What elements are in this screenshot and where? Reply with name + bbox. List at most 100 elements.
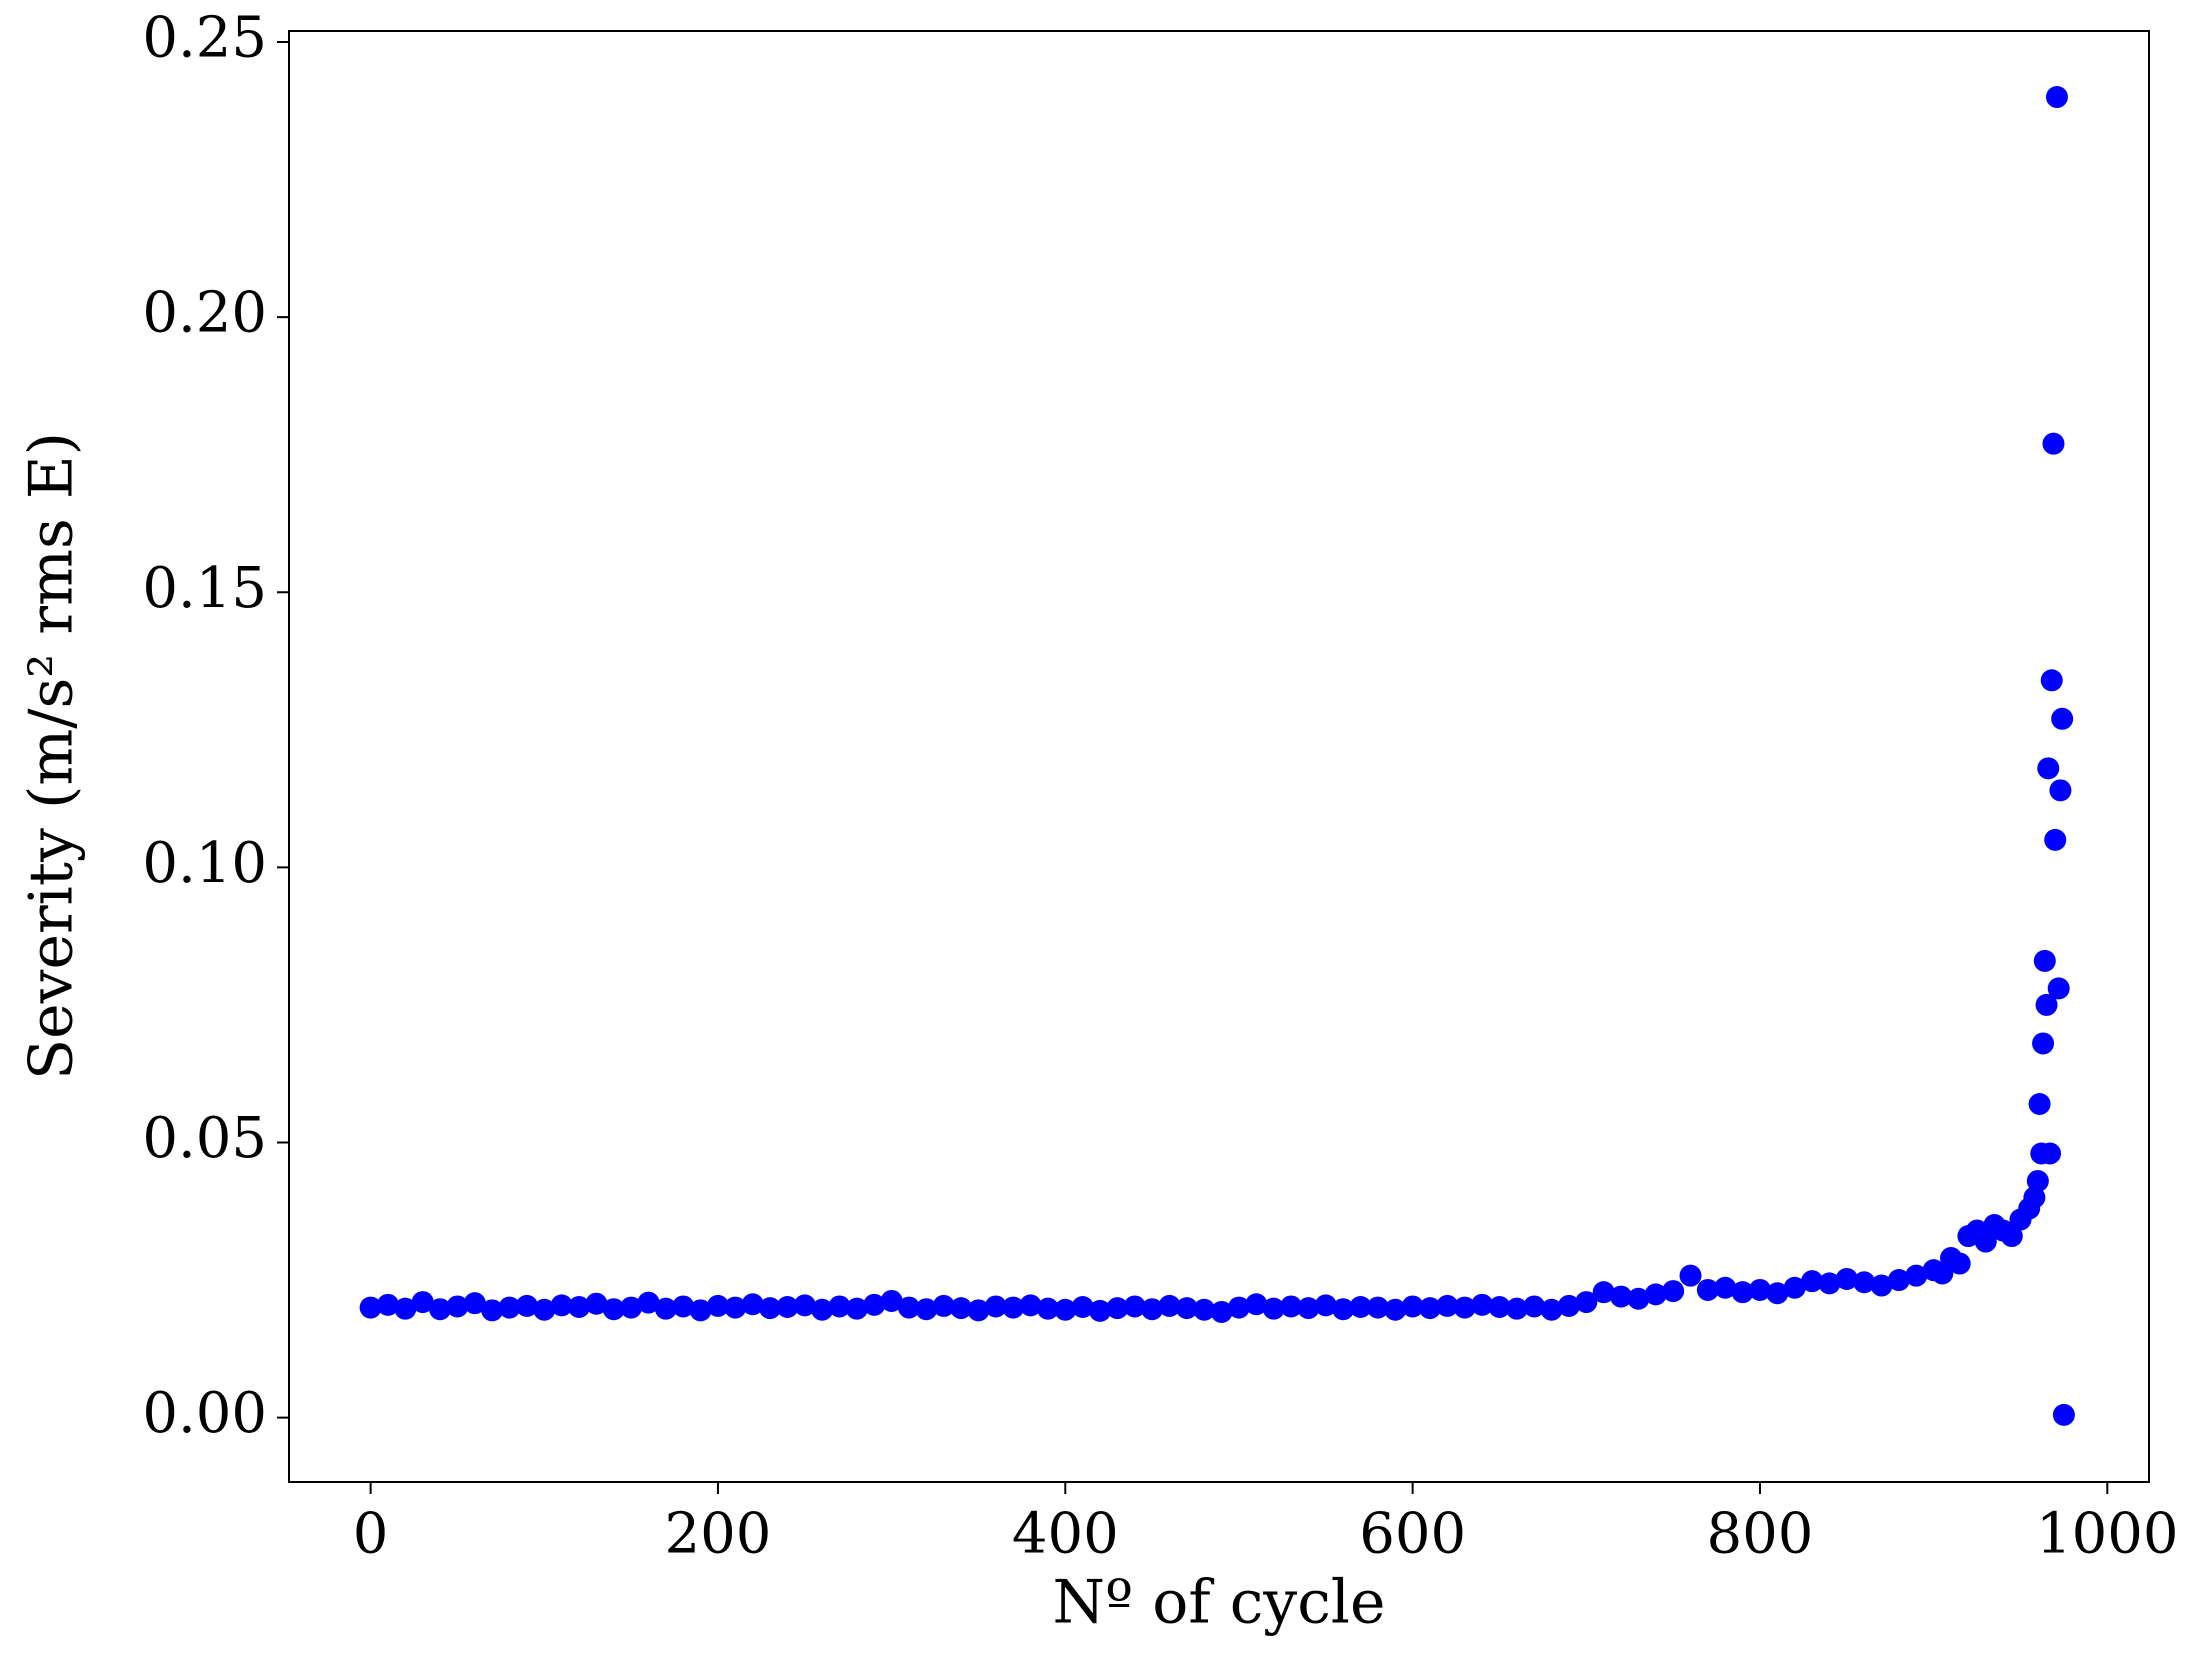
- point: [1488, 1296, 1511, 1319]
- point: [1141, 1298, 1164, 1321]
- point: [394, 1297, 417, 1320]
- point: [2000, 1225, 2023, 1248]
- x-axis-label: Nº of cycle: [1053, 1568, 1386, 1638]
- point: [1714, 1276, 1737, 1299]
- point: [1696, 1278, 1719, 1301]
- point: [1748, 1278, 1771, 1301]
- point: [2044, 828, 2067, 851]
- point: [463, 1292, 486, 1315]
- point: [2035, 993, 2058, 1016]
- point: [898, 1296, 920, 1319]
- point: [2028, 1092, 2051, 1115]
- point: [1401, 1295, 1424, 1318]
- point: [1662, 1280, 1685, 1303]
- point: [2045, 86, 2068, 109]
- point: [1835, 1267, 1858, 1290]
- point: [429, 1298, 452, 1321]
- x-tick-label: 400: [1012, 1502, 1119, 1567]
- point: [811, 1298, 834, 1321]
- point: [689, 1299, 712, 1322]
- point: [1505, 1297, 1528, 1320]
- point: [1106, 1297, 1129, 1320]
- point: [637, 1291, 660, 1314]
- point: [359, 1296, 382, 1319]
- point: [932, 1294, 955, 1317]
- point: [498, 1296, 521, 1319]
- point: [1002, 1296, 1025, 1319]
- y-axis-label: Severity (m/s² rms E): [17, 432, 87, 1080]
- point: [1245, 1293, 1268, 1316]
- point: [1210, 1300, 1233, 1323]
- point: [585, 1292, 608, 1315]
- point: [1436, 1294, 1459, 1317]
- y-tick-label: 0.10: [142, 831, 267, 896]
- point: [1575, 1291, 1598, 1314]
- point: [568, 1296, 591, 1319]
- point: [2052, 1403, 2075, 1426]
- y-tick-label: 0.20: [142, 281, 267, 346]
- point: [1019, 1294, 1042, 1317]
- point: [915, 1298, 938, 1321]
- point: [950, 1297, 973, 1320]
- point: [1089, 1299, 1112, 1322]
- point: [984, 1295, 1007, 1318]
- point: [1297, 1297, 1320, 1320]
- point: [602, 1298, 625, 1321]
- point: [1948, 1252, 1971, 1275]
- point: [1332, 1298, 1355, 1321]
- point: [1280, 1295, 1303, 1318]
- point: [1036, 1297, 1059, 1320]
- point: [1471, 1293, 1494, 1316]
- point: [1783, 1276, 1806, 1299]
- point: [672, 1295, 695, 1318]
- point: [2032, 1032, 2055, 1055]
- x-tick-label: 1000: [2036, 1502, 2179, 1567]
- point: [1523, 1295, 1546, 1318]
- point: [1974, 1230, 1997, 1253]
- point: [411, 1291, 434, 1314]
- point: [2039, 1142, 2062, 1165]
- point: [706, 1294, 729, 1317]
- x-tick-label: 800: [1707, 1502, 1814, 1567]
- point: [2047, 977, 2070, 1000]
- point: [2042, 432, 2065, 455]
- point: [741, 1293, 764, 1316]
- point: [1610, 1285, 1633, 1308]
- point: [1366, 1296, 1389, 1319]
- x-tick-label: 0: [353, 1502, 389, 1567]
- y-tick-label: 0.25: [142, 6, 267, 71]
- point: [1419, 1297, 1442, 1320]
- point: [481, 1299, 504, 1322]
- point: [1905, 1264, 1928, 1287]
- point: [1384, 1298, 1407, 1321]
- point: [845, 1297, 868, 1320]
- point: [880, 1289, 903, 1312]
- point: [793, 1294, 816, 1317]
- point: [533, 1298, 556, 1321]
- point: [1853, 1271, 1876, 1294]
- point: [515, 1294, 538, 1317]
- point: [863, 1293, 886, 1316]
- point: [620, 1296, 643, 1319]
- point: [2033, 949, 2056, 972]
- point: [1766, 1282, 1789, 1305]
- point: [1349, 1296, 1372, 1319]
- point: [2040, 669, 2063, 692]
- point: [1679, 1264, 1702, 1287]
- point: [828, 1295, 851, 1318]
- point: [1644, 1283, 1667, 1306]
- point: [1818, 1272, 1841, 1295]
- point: [1592, 1281, 1615, 1304]
- point: [1071, 1296, 1094, 1319]
- y-tick-label: 0.00: [142, 1381, 267, 1446]
- point: [376, 1293, 399, 1316]
- point: [1262, 1297, 1285, 1320]
- point: [654, 1297, 677, 1320]
- point: [1731, 1281, 1754, 1304]
- x-tick-label: 200: [665, 1502, 772, 1567]
- point: [967, 1299, 990, 1322]
- point: [1158, 1294, 1181, 1317]
- point: [1314, 1294, 1337, 1317]
